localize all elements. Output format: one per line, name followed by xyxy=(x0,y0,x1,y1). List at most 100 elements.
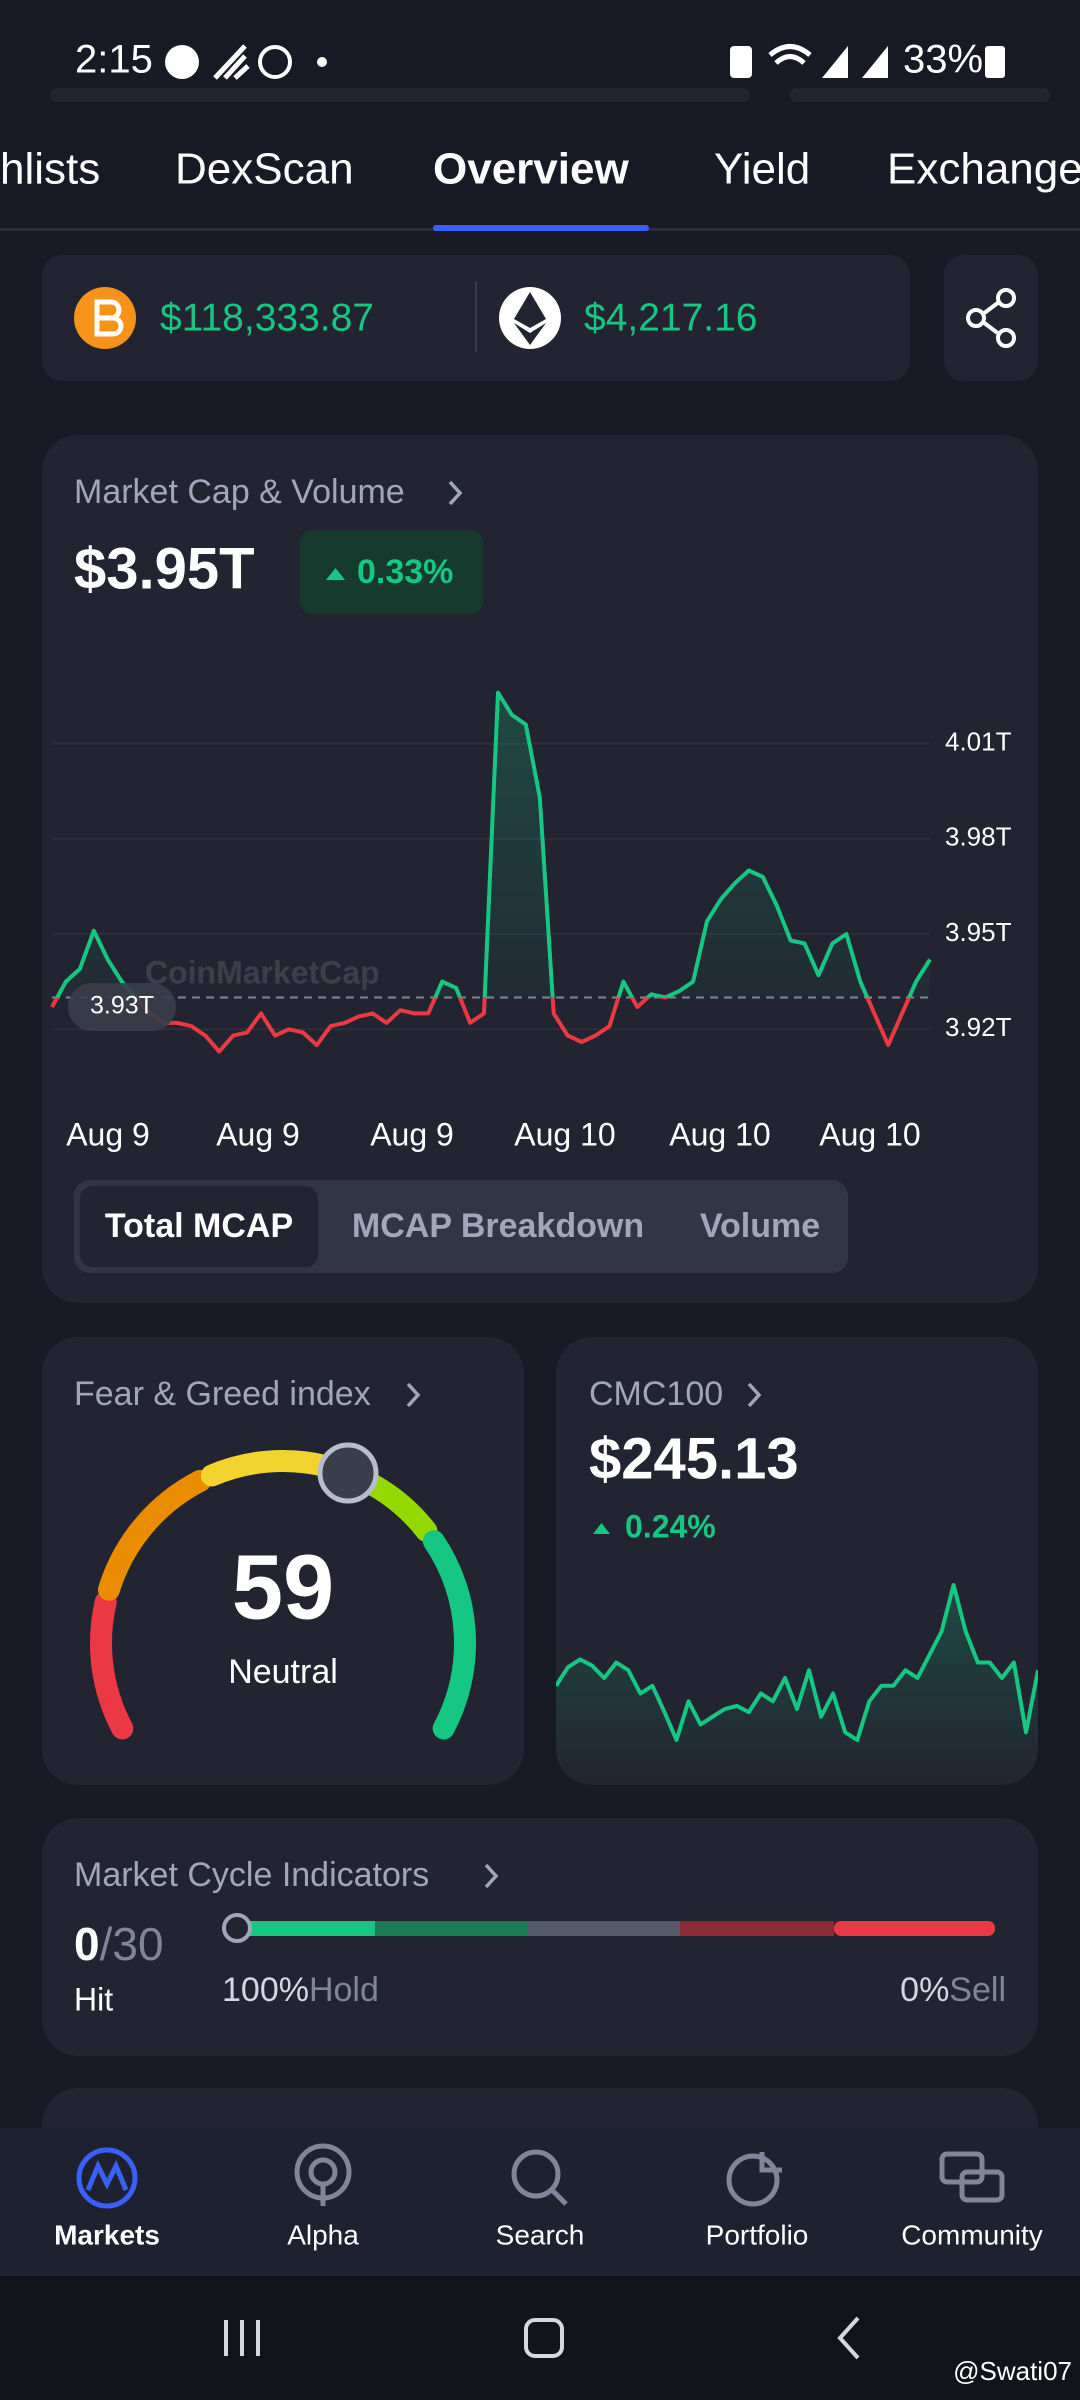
fear-greed-label: Neutral xyxy=(228,1653,338,1691)
card-title[interactable]: Market Cap & Volume xyxy=(74,473,405,511)
gauge-segment xyxy=(422,1530,476,1740)
tab[interactable]: Exchange xyxy=(887,145,1080,194)
hit-count: 0/30 xyxy=(74,1918,164,1970)
status-time: 2:15 xyxy=(75,38,153,82)
status-icon xyxy=(730,46,752,78)
eth-price[interactable]: $4,217.16 xyxy=(584,296,758,339)
wifi-icon xyxy=(768,44,812,65)
markets-icon xyxy=(76,2147,138,2209)
x-tick-label: Aug 10 xyxy=(669,1116,770,1152)
price-divider xyxy=(475,282,477,352)
nav-label[interactable]: Portfolio xyxy=(706,2219,809,2250)
fear-greed-value: 59 xyxy=(232,1536,334,1638)
cycle-segment xyxy=(237,1921,375,1936)
cmc100-sparkline xyxy=(556,1583,1038,1785)
header-remnant xyxy=(50,88,750,102)
baseline-label: 3.93T xyxy=(90,992,154,1020)
area-fill xyxy=(57,692,930,998)
btc-symbol xyxy=(94,299,124,337)
cycle-segment xyxy=(375,1921,528,1936)
market-cycle-card[interactable] xyxy=(42,1818,1038,2056)
sparkline-area xyxy=(556,1585,1038,1785)
cmc100-value: $245.13 xyxy=(589,1426,799,1491)
markets-icon xyxy=(85,2159,129,2191)
hit-count-value: 0 xyxy=(74,1918,100,1970)
hit-total: /30 xyxy=(100,1918,164,1970)
y-tick-label: 3.92T xyxy=(945,1012,1012,1042)
chevron xyxy=(448,480,463,506)
card-title[interactable]: CMC100 xyxy=(589,1375,723,1413)
y-tick-label: 3.98T xyxy=(945,822,1012,852)
search-icon xyxy=(550,2188,568,2206)
gauge-segment xyxy=(90,1591,134,1740)
view-option[interactable]: MCAP Breakdown xyxy=(352,1207,644,1245)
home-button[interactable] xyxy=(524,2318,564,2358)
tab[interactable]: Yield xyxy=(714,145,810,194)
view-option[interactable]: Volume xyxy=(700,1207,820,1245)
cycle-segment xyxy=(528,1921,680,1936)
signal-icon xyxy=(822,46,888,78)
cmc100-card[interactable] xyxy=(556,1337,1038,1785)
portfolio-icon xyxy=(726,2153,780,2207)
tab[interactable]: DexScan xyxy=(175,145,354,194)
y-tick-label: 4.01T xyxy=(945,726,1012,756)
hold-label: Hold xyxy=(309,1971,379,2009)
market-cap-value: $3.95T xyxy=(74,536,255,601)
sell-label: Sell xyxy=(949,1971,1006,2009)
share-button[interactable] xyxy=(944,255,1038,381)
gauge-segment xyxy=(200,1450,339,1487)
market-cap-change: 0.33% xyxy=(357,553,453,591)
cycle-segment xyxy=(834,1921,995,1936)
watermark: @Swati07 xyxy=(953,2356,1072,2386)
change-badge xyxy=(300,530,483,614)
chevron xyxy=(747,1382,762,1408)
status-icon xyxy=(213,44,250,80)
share-icon xyxy=(966,288,1016,348)
header-remnant xyxy=(790,88,1050,102)
status-bar: 2:15 33% xyxy=(75,38,1005,82)
nav-label[interactable]: Markets xyxy=(54,2219,160,2250)
tab-indicator xyxy=(433,225,649,231)
fear-greed-card[interactable] xyxy=(42,1337,524,1785)
battery-level: 33% xyxy=(903,38,983,82)
x-tick-label: Aug 10 xyxy=(514,1116,615,1152)
sell-text: 0%Sell xyxy=(900,1971,1006,2009)
chart-watermark: CoinMarketCap xyxy=(145,954,380,990)
btc-price[interactable]: $118,333.87 xyxy=(160,296,374,339)
line-up xyxy=(54,690,932,998)
y-tick-label: 3.95T xyxy=(945,917,1012,947)
card-title[interactable]: Fear & Greed index xyxy=(74,1375,371,1413)
x-tick-label: Aug 9 xyxy=(370,1116,454,1152)
cycle-segment xyxy=(680,1921,834,1936)
chevron xyxy=(406,1382,421,1408)
tab[interactable]: Overview xyxy=(433,145,629,194)
up-arrow xyxy=(326,568,345,580)
card-title[interactable]: Market Cycle Indicators xyxy=(74,1856,429,1894)
portfolio-icon xyxy=(759,2152,782,2173)
nav-label[interactable]: Search xyxy=(496,2219,585,2250)
x-tick-label: Aug 9 xyxy=(216,1116,300,1152)
hit-label: Hit xyxy=(74,1981,113,2017)
view-option[interactable]: Total MCAP xyxy=(105,1207,293,1245)
recents-button[interactable] xyxy=(224,2320,260,2356)
tab[interactable]: hlists xyxy=(0,145,100,194)
nav-labels: Markets Alpha Search Portfolio Community xyxy=(54,2219,1043,2250)
eth-symbol xyxy=(514,292,546,345)
status-icon xyxy=(258,45,292,79)
sell-value: 0% xyxy=(900,1971,949,2009)
back-button[interactable] xyxy=(837,2316,860,2360)
cmc100-change: 0.24% xyxy=(625,1508,716,1544)
x-tick-label: Aug 9 xyxy=(66,1116,150,1152)
nav-label[interactable]: Community xyxy=(901,2219,1043,2250)
market-cap-chart: 4.01T 3.98T 3.95T 3.92T Aug 9 Aug 9 Aug 9 Aug 1… xyxy=(50,690,1012,1152)
status-dot xyxy=(317,57,327,67)
nav-icons xyxy=(76,2143,1005,2209)
up-arrow xyxy=(593,1523,610,1534)
baseline-badge xyxy=(68,983,176,1031)
battery-icon xyxy=(985,46,1005,78)
system-nav xyxy=(0,2276,1080,2400)
cycle-knob xyxy=(222,1913,252,1943)
nav-label[interactable]: Alpha xyxy=(287,2219,359,2250)
